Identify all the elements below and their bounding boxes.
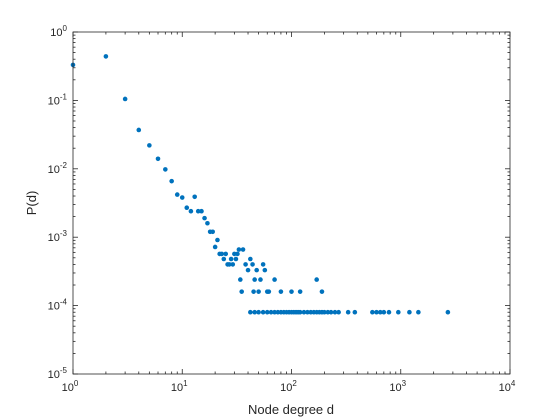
- data-point: [328, 309, 334, 315]
- x-tick-label: 103: [389, 379, 406, 394]
- y-tick-label: 10-2: [48, 161, 68, 176]
- x-tick-labels: 100 101 102 103 104: [62, 379, 516, 394]
- data-point: [254, 267, 259, 273]
- data-point: [322, 309, 327, 315]
- data-point: [230, 262, 236, 267]
- y-tick-label: 10-4: [48, 298, 68, 313]
- data-point: [256, 289, 261, 294]
- data-point: [155, 156, 161, 162]
- data-point: [266, 289, 272, 294]
- data-point: [174, 192, 180, 197]
- data-point: [260, 309, 266, 315]
- data-point: [301, 309, 307, 315]
- data-point: [251, 289, 256, 294]
- data-point: [243, 262, 248, 267]
- data-point: [272, 277, 277, 282]
- data-point: [238, 277, 243, 282]
- data-point: [195, 208, 201, 214]
- data-point: [239, 289, 244, 294]
- data-point: [378, 309, 383, 315]
- data-point: [416, 309, 421, 315]
- data-point: [233, 256, 239, 262]
- data-point: [245, 267, 251, 273]
- data-point: [215, 237, 220, 243]
- data-point: [250, 262, 255, 267]
- y-tick-labels: 100 10-1 10-2 10-3 10-4 10-5: [48, 24, 68, 381]
- data-point: [445, 309, 451, 315]
- data-point: [192, 194, 197, 200]
- data-point: [210, 229, 215, 235]
- x-tick-label: 104: [499, 379, 516, 394]
- y-tick-label: 100: [50, 24, 67, 39]
- data-point: [381, 309, 387, 315]
- data-point: [136, 127, 142, 133]
- data-point: [179, 195, 185, 200]
- data-point: [256, 309, 261, 315]
- data-point: [202, 215, 207, 221]
- data-point: [240, 247, 246, 252]
- data-point: [268, 309, 274, 315]
- data-point: [314, 277, 319, 282]
- data-point: [272, 309, 277, 315]
- data-point: [264, 309, 270, 315]
- data-point: [374, 309, 379, 315]
- data-point: [122, 96, 128, 102]
- data-point: [258, 277, 263, 282]
- data-point: [252, 309, 257, 315]
- data-point: [319, 289, 325, 294]
- plot-frame: [72, 31, 511, 375]
- data-point: [289, 289, 294, 294]
- data-point: [147, 143, 152, 148]
- data-point: [336, 309, 341, 315]
- data-point: [297, 289, 303, 294]
- data-point: [184, 205, 190, 210]
- data-point: [297, 309, 303, 315]
- data-point: [221, 256, 227, 262]
- y-tick-label: 10-3: [48, 229, 68, 244]
- data-point: [396, 309, 401, 315]
- data-point: [370, 309, 375, 315]
- x-tick-label: 101: [171, 379, 188, 394]
- data-point: [205, 220, 210, 226]
- data-point: [305, 309, 310, 315]
- y-axis-label: P(d): [24, 191, 39, 216]
- points-layer: [70, 54, 451, 315]
- data-point: [386, 309, 392, 315]
- data-point: [188, 208, 194, 214]
- data-point: [235, 251, 240, 257]
- ticks-layer: [72, 31, 511, 375]
- data-point: [252, 277, 257, 282]
- data-point: [352, 309, 358, 315]
- data-point: [236, 247, 242, 252]
- data-point: [163, 167, 168, 172]
- data-point: [223, 251, 229, 257]
- y-tick-label: 10-5: [48, 366, 68, 381]
- x-tick-label: 102: [280, 379, 297, 394]
- data-point: [262, 267, 268, 273]
- data-point: [228, 256, 234, 262]
- data-point: [325, 309, 331, 315]
- y-tick-label: 10-1: [48, 92, 68, 107]
- data-point: [407, 309, 412, 315]
- data-point: [199, 208, 204, 214]
- data-point: [169, 178, 174, 184]
- data-point: [248, 256, 253, 262]
- data-point: [103, 54, 109, 59]
- data-point: [345, 309, 351, 315]
- data-point: [332, 309, 338, 315]
- data-point: [227, 262, 232, 267]
- x-tick-label: 100: [62, 379, 79, 394]
- data-point: [219, 251, 225, 257]
- data-point: [260, 262, 266, 267]
- data-point: [248, 309, 253, 315]
- x-axis-label: Node degree d: [248, 402, 334, 417]
- plot-area: [73, 32, 510, 374]
- data-point: [212, 244, 218, 250]
- data-point: [278, 289, 284, 294]
